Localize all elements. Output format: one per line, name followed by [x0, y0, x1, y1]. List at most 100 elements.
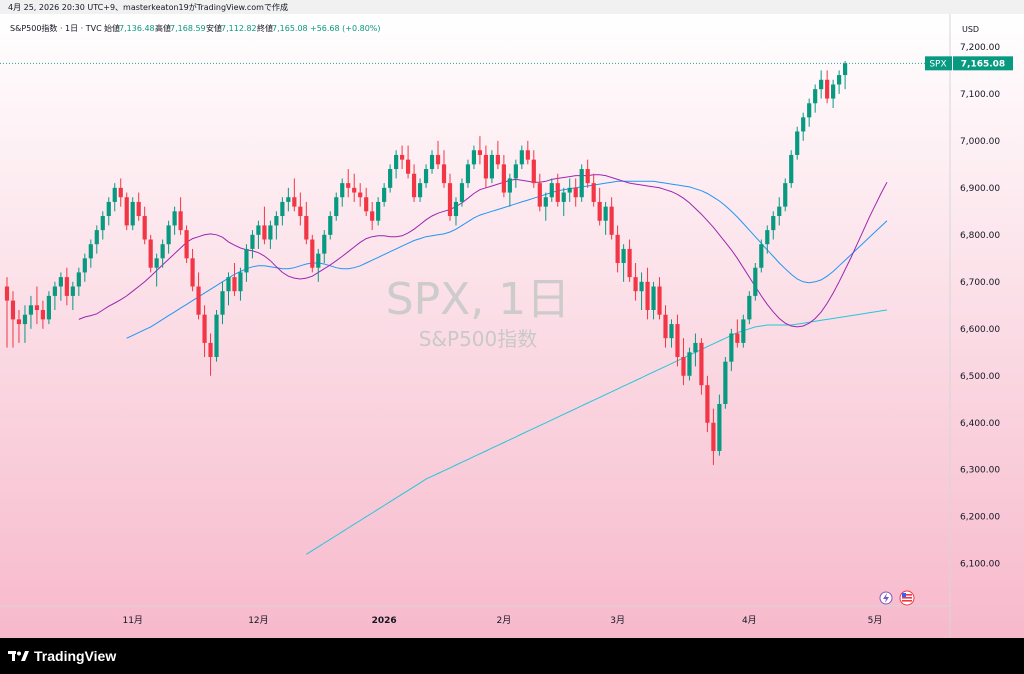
candle[interactable] [549, 178, 554, 202]
candle[interactable] [22, 305, 28, 343]
candle[interactable] [178, 197, 183, 235]
candle[interactable] [4, 277, 10, 348]
candle[interactable] [328, 211, 333, 240]
candle[interactable] [711, 408, 716, 466]
candle[interactable] [591, 173, 596, 207]
candle[interactable] [388, 164, 393, 193]
candle[interactable] [657, 277, 662, 320]
candle[interactable] [675, 314, 680, 367]
candle[interactable] [130, 197, 135, 231]
tradingview-logo[interactable]: TradingView [8, 648, 116, 664]
candle[interactable] [531, 150, 536, 188]
candle[interactable] [777, 197, 782, 226]
candle[interactable] [783, 178, 788, 212]
candle[interactable] [747, 291, 752, 325]
candle[interactable] [813, 84, 818, 113]
candle[interactable] [208, 333, 213, 376]
candle[interactable] [124, 192, 129, 231]
candle[interactable] [16, 310, 22, 343]
candles[interactable] [4, 60, 848, 466]
candle[interactable] [274, 211, 279, 240]
candle[interactable] [106, 197, 111, 226]
candle[interactable] [88, 239, 93, 268]
candle[interactable] [417, 178, 423, 202]
candle[interactable] [555, 173, 560, 207]
candle[interactable] [148, 234, 153, 273]
candle[interactable] [453, 197, 459, 226]
candle[interactable] [172, 206, 177, 235]
candle[interactable] [615, 225, 620, 273]
candle[interactable] [597, 187, 602, 226]
candle[interactable] [735, 319, 740, 348]
candle[interactable] [34, 286, 40, 325]
candle[interactable] [405, 145, 411, 179]
candle[interactable] [76, 267, 81, 296]
candle[interactable] [40, 300, 46, 329]
candle[interactable] [627, 239, 632, 282]
candle[interactable] [94, 225, 99, 254]
candle[interactable] [573, 178, 578, 207]
candle[interactable] [226, 272, 231, 306]
candle[interactable] [322, 230, 327, 264]
candle[interactable] [370, 201, 375, 231]
candle[interactable] [537, 173, 542, 212]
candle[interactable] [663, 305, 668, 348]
chart-svg[interactable]: SPX, 1日 S&P500指数 S&P500指数 · 1日 · TVC 始値 … [0, 14, 1024, 638]
candle[interactable] [364, 187, 369, 217]
us-economic-event-icon[interactable] [899, 590, 915, 606]
candle[interactable] [459, 178, 465, 207]
candle[interactable] [687, 347, 692, 381]
candle[interactable] [238, 267, 243, 301]
candle[interactable] [352, 173, 357, 202]
candle[interactable] [100, 211, 105, 240]
candle[interactable] [112, 183, 117, 212]
candle[interactable] [525, 140, 530, 165]
candle[interactable] [166, 220, 171, 254]
candle[interactable] [160, 239, 165, 268]
candle[interactable] [262, 206, 267, 245]
candle[interactable] [256, 220, 261, 249]
candle[interactable] [609, 197, 614, 240]
candle[interactable] [621, 244, 626, 282]
candle[interactable] [465, 159, 471, 188]
candle[interactable] [423, 164, 429, 188]
candle[interactable] [669, 319, 674, 348]
candle[interactable] [280, 197, 285, 226]
candle[interactable] [136, 192, 141, 221]
candle[interactable] [441, 150, 447, 188]
candle[interactable] [495, 140, 500, 170]
candle[interactable] [52, 281, 57, 310]
candle[interactable] [214, 310, 219, 362]
candle[interactable] [579, 164, 584, 202]
candle[interactable] [753, 263, 758, 301]
candle[interactable] [567, 178, 572, 202]
candle[interactable] [190, 248, 195, 292]
candle[interactable] [28, 295, 34, 329]
candle[interactable] [507, 173, 512, 207]
candle[interactable] [759, 239, 764, 273]
candle[interactable] [843, 60, 848, 90]
candle[interactable] [244, 244, 249, 282]
candle[interactable] [286, 187, 291, 212]
candle[interactable] [118, 178, 123, 207]
candle[interactable] [771, 211, 776, 240]
candle[interactable] [801, 112, 806, 141]
candle[interactable] [292, 178, 297, 212]
candle[interactable] [729, 328, 734, 372]
candle[interactable] [10, 291, 16, 348]
chart-area[interactable]: SPX, 1日 S&P500指数 S&P500指数 · 1日 · TVC 始値 … [0, 14, 1024, 638]
candle[interactable] [639, 272, 644, 310]
candle[interactable] [483, 145, 489, 188]
candle[interactable] [699, 338, 704, 395]
candle[interactable] [645, 267, 650, 320]
candle[interactable] [58, 272, 63, 301]
candle[interactable] [717, 394, 722, 456]
candle[interactable] [142, 206, 147, 245]
candle[interactable] [316, 248, 321, 282]
candle[interactable] [501, 154, 506, 198]
candle[interactable] [795, 126, 800, 160]
candle[interactable] [340, 178, 345, 207]
candle[interactable] [394, 150, 399, 179]
candle[interactable] [651, 281, 656, 320]
candle[interactable] [543, 192, 548, 221]
